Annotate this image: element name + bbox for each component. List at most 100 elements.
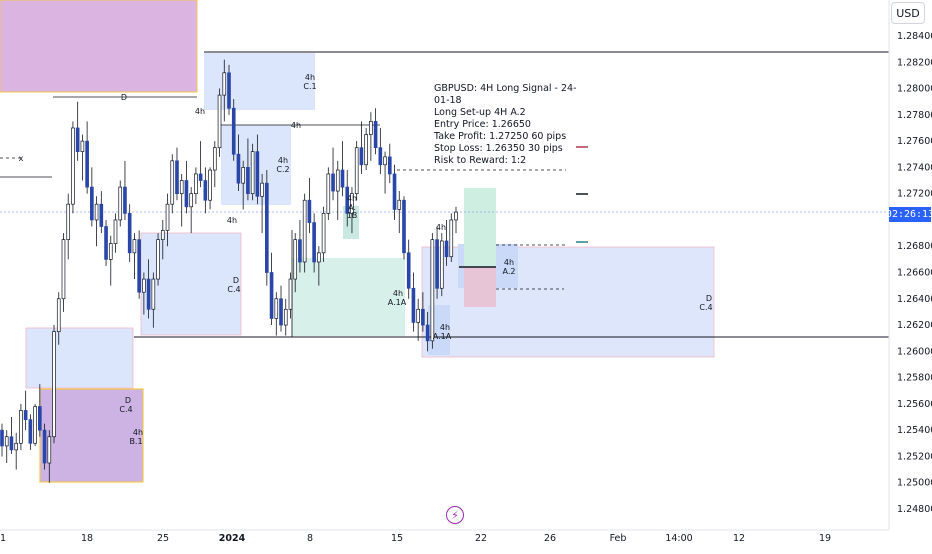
time-tick-label: 26 bbox=[544, 533, 556, 544]
candle-body bbox=[439, 240, 444, 289]
candle-body bbox=[406, 252, 411, 289]
candle-body bbox=[383, 156, 387, 166]
candle-body bbox=[416, 308, 420, 323]
candle-body bbox=[425, 324, 430, 342]
label-4h-a1a: 4h bbox=[393, 289, 403, 298]
label-x: x bbox=[19, 154, 24, 163]
candle-body bbox=[108, 243, 113, 260]
time-tick-label: 2024 bbox=[219, 533, 246, 544]
candle-body bbox=[421, 308, 425, 326]
candle-body bbox=[42, 429, 47, 464]
time-tick-label: 12 bbox=[733, 533, 745, 544]
price-tick-label: 1.27400 bbox=[897, 162, 932, 173]
label-a1b-b: 1B bbox=[347, 211, 358, 220]
candle-body bbox=[265, 182, 269, 273]
candle-body bbox=[61, 239, 66, 300]
candle-body bbox=[194, 173, 198, 195]
price-tick-label: 1.28000 bbox=[897, 84, 932, 95]
candle-body bbox=[142, 278, 146, 293]
candle-body bbox=[279, 298, 283, 326]
time-tick-label: Feb bbox=[610, 533, 627, 544]
time-tick-label: 1 bbox=[0, 533, 6, 544]
annotation-line: GBPUSD: 4H Long Signal - 24- bbox=[434, 83, 577, 94]
candle-body bbox=[104, 226, 108, 260]
price-axis[interactable]: 1.28400 1.28200 1.28000 1.27800 1.27600 1.274… bbox=[888, 0, 932, 530]
price-tick-label: 1.27200 bbox=[897, 189, 932, 200]
candle-body bbox=[326, 173, 331, 214]
price-tick-label: 1.26200 bbox=[897, 320, 932, 331]
candle-body bbox=[454, 211, 458, 221]
lightning-icon[interactable]: ⚡ bbox=[446, 506, 464, 524]
candle-body bbox=[317, 252, 321, 263]
label-4h-right: 4h bbox=[436, 223, 446, 232]
candle-body bbox=[113, 219, 118, 244]
label-b1: B.1 bbox=[129, 437, 142, 446]
candle-body bbox=[430, 239, 435, 342]
label-4h-top: 4h bbox=[291, 121, 301, 130]
candle-body bbox=[312, 222, 316, 263]
label-4h-c1-a: 4h bbox=[305, 73, 315, 82]
time-tick-label: 15 bbox=[391, 533, 403, 544]
candle-body bbox=[288, 278, 293, 310]
candle-body bbox=[402, 199, 406, 254]
annotation-line: 01-18 bbox=[434, 95, 462, 106]
candle-body bbox=[151, 278, 156, 310]
candle-body bbox=[137, 239, 141, 293]
daily-zone-top bbox=[0, 0, 198, 93]
candle-body bbox=[397, 199, 402, 210]
label-d-left: D bbox=[125, 396, 131, 405]
candle-body bbox=[28, 419, 33, 444]
price-tick-label: 1.26400 bbox=[897, 294, 932, 305]
candle-body bbox=[127, 213, 132, 254]
price-tick-label: 1.26800 bbox=[897, 241, 932, 252]
zone-labels: 4h C.1 D 4h 4h C.2 4h 4h D C.4 4h A. 1B … bbox=[19, 73, 713, 446]
candle-body bbox=[208, 169, 212, 201]
candle-body bbox=[33, 406, 37, 444]
candle-body bbox=[146, 278, 151, 310]
candle-body bbox=[340, 169, 345, 188]
label-4h-a2: 4h bbox=[504, 258, 514, 267]
label-4h-b1: 4h bbox=[133, 428, 143, 437]
candle-body bbox=[184, 180, 189, 208]
candle-body bbox=[246, 167, 250, 195]
annotation-line: Long Set-up 4H A.2 bbox=[434, 107, 526, 118]
label-c4-mid: C.4 bbox=[227, 285, 240, 294]
label-c1: C.1 bbox=[303, 82, 316, 91]
candle-body bbox=[52, 331, 56, 438]
h4-zone-a1a-green bbox=[292, 258, 405, 336]
time-axis[interactable]: 1 18 25 2024 8 15 22 26 Feb 14:00 12 19 bbox=[0, 529, 889, 544]
candle-body bbox=[293, 239, 298, 280]
candle-body bbox=[94, 203, 99, 221]
candle-body bbox=[85, 140, 89, 188]
candle-body bbox=[307, 199, 312, 223]
candle-body bbox=[165, 203, 170, 231]
candle-body bbox=[449, 219, 454, 258]
take-profit-zone bbox=[464, 188, 496, 267]
candle-body bbox=[435, 239, 439, 289]
candle-body bbox=[23, 410, 28, 421]
candle-body bbox=[179, 180, 184, 195]
candle-body bbox=[118, 186, 123, 221]
candle-body bbox=[378, 147, 383, 166]
time-tick-label: 14:00 bbox=[665, 533, 692, 544]
daily-zone-left-blue bbox=[25, 327, 134, 389]
candle-body bbox=[444, 240, 449, 258]
label-c2: C.2 bbox=[276, 165, 289, 174]
candle-body bbox=[198, 173, 203, 181]
candle-body bbox=[411, 287, 416, 323]
label-a1a-small: A.1A bbox=[433, 332, 452, 341]
candle-body bbox=[231, 107, 236, 155]
candle-body bbox=[80, 140, 85, 152]
time-tick-label: 25 bbox=[157, 533, 169, 544]
candle-body bbox=[132, 239, 137, 254]
currency-button[interactable]: USD bbox=[891, 2, 925, 24]
candle-body bbox=[90, 186, 94, 221]
candle-body bbox=[4, 436, 9, 447]
candle-body bbox=[283, 308, 288, 326]
price-tick-label: 1.27600 bbox=[897, 136, 932, 147]
label-c4-left: C.4 bbox=[119, 405, 132, 414]
price-tick-label: 1.25000 bbox=[897, 478, 932, 489]
candle-body bbox=[250, 151, 255, 195]
